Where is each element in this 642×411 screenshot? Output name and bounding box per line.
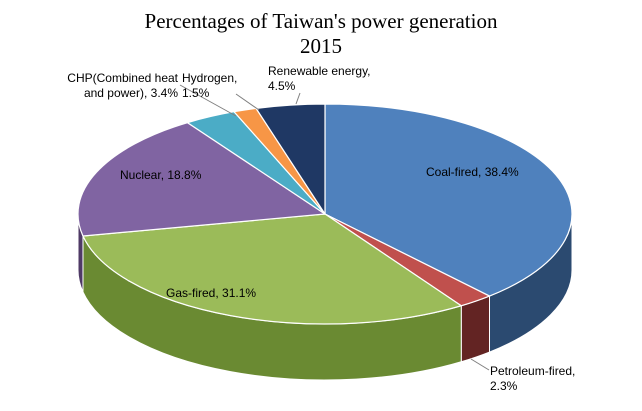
leader-line-hydrogen [235,93,260,111]
data-label-line: and power), 3.4% [83,86,178,100]
data-label-line: 2.3% [490,379,518,393]
data-label-line: Petroleum-fired, [490,364,576,378]
slice-nuclear [77,122,326,237]
leader-line-petroleum-fired [470,358,490,371]
data-label-line: 1.5% [182,86,210,100]
data-label-coal-fired: Coal-fired, 38.4% [426,165,519,180]
slice-gas-fired [82,213,462,325]
data-label-line: Coal-fired, 38.4% [426,165,519,179]
leader-line-renewable-energy [295,92,301,105]
chart-title: Percentages of Taiwan's power generation [144,9,498,33]
data-label-line: CHP(Combined heat [67,71,178,85]
slice-coal-fired [324,103,573,297]
data-label-line: 4.5% [268,79,296,93]
data-label-hydrogen: Hydrogen, 1.5% [182,71,237,101]
slice-side-petroleum-fired [460,295,490,363]
data-label-line: Hydrogen, [182,71,238,85]
data-label-petroleum-fired: Petroleum-fired, 2.3% [490,364,575,394]
data-label-nuclear: Nuclear, 18.8% [120,168,201,183]
leader-line-chp-combined-heat-and-power [179,84,237,117]
chart-subtitle: 2015 [300,34,342,58]
data-label-line: Renewable energy, [268,64,371,78]
data-label-gas-fired: Gas-fired, 31.1% [166,286,256,301]
leader-lines [179,84,490,371]
data-label-renewable-energy: Renewable energy, 4.5% [268,64,371,94]
data-label-line: Nuclear, 18.8% [120,168,202,182]
data-label-chp-combined-heat-and-power: CHP(Combined heat and power), 3.4% [67,71,178,101]
pie-slices [77,103,573,325]
data-label-line: Gas-fired, 31.1% [166,286,257,300]
